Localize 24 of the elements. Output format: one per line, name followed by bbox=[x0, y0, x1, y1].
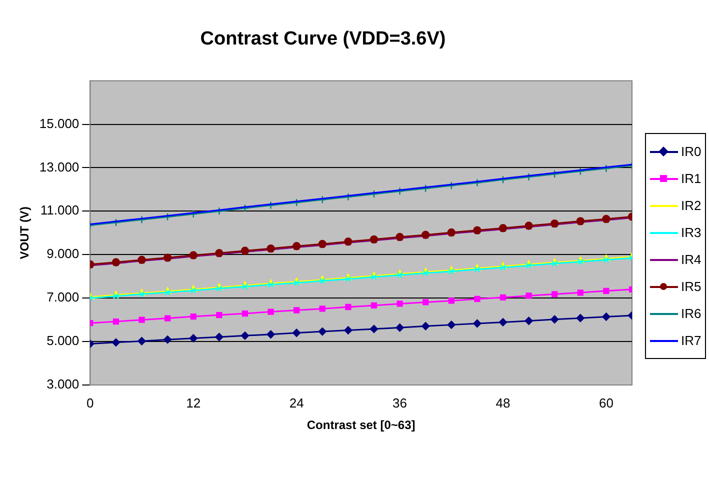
y-tick-label: 9.000 bbox=[46, 246, 80, 262]
y-tick-label: 7.000 bbox=[46, 290, 80, 305]
x-tick-label: 36 bbox=[392, 395, 408, 410]
legend-label: IR0 bbox=[681, 144, 702, 159]
legend-label: IR2 bbox=[681, 198, 702, 213]
y-tick-label: 3.000 bbox=[46, 376, 80, 392]
y-tick-label: 11.000 bbox=[40, 202, 80, 218]
y-tick-label: 5.000 bbox=[46, 333, 80, 348]
x-tick-label: 12 bbox=[186, 395, 201, 410]
legend-label: IR3 bbox=[681, 225, 702, 240]
x-axis-title: Contrast set [0~63] bbox=[306, 418, 416, 432]
x-tick-label: 60 bbox=[598, 395, 614, 410]
x-tick-label: 48 bbox=[496, 395, 510, 410]
legend-label: IR1 bbox=[681, 171, 702, 186]
legend-label: IR4 bbox=[681, 252, 702, 267]
y-axis-title: VOUT (V) bbox=[18, 206, 32, 260]
legend-label: IR5 bbox=[681, 279, 702, 294]
x-tick-label: 0 bbox=[86, 395, 94, 410]
y-tick-label: 15.000 bbox=[39, 116, 80, 131]
legend-label: IR7 bbox=[681, 333, 702, 348]
x-tick-label: 24 bbox=[289, 395, 304, 410]
y-tick-label: 13.000 bbox=[39, 159, 80, 174]
legend-label: IR6 bbox=[681, 306, 702, 321]
chart-title: Contrast Curve (VDD=3.6V) bbox=[200, 28, 446, 50]
